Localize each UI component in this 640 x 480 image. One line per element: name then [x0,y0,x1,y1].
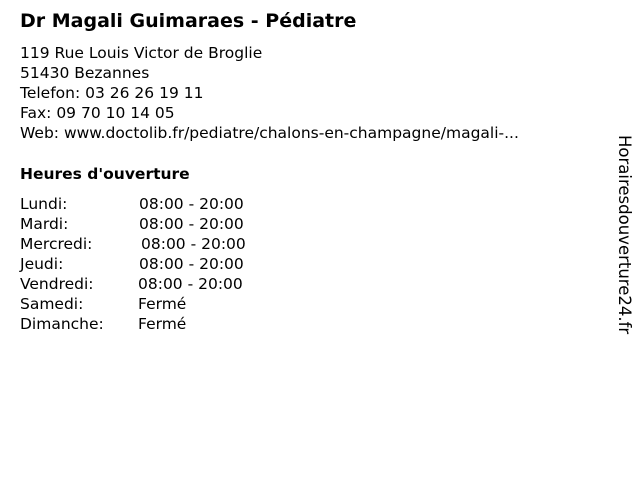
day-label: Samedi: [20,295,84,313]
day-label: Jeudi: [20,255,64,273]
time-value: 08:00 - 20:00 [139,195,244,213]
time-value: Fermé [138,315,187,333]
address-city: 51430 Bezannes [20,64,150,82]
day-label: Mardi: [20,215,69,233]
address-street: 119 Rue Louis Victor de Broglie [20,44,263,62]
time-value: 08:00 - 20:00 [139,255,244,273]
day-label: Lundi: [20,195,68,213]
day-label: Mercredi: [20,235,93,253]
page-title: Dr Magali Guimaraes - Pédiatre [20,10,357,32]
time-value: 08:00 - 20:00 [139,215,244,233]
time-value: Fermé [138,295,187,313]
brand-watermark: Horairesdouverture24.fr [615,135,634,335]
time-value: 08:00 - 20:00 [141,235,246,253]
phone: Telefon: 03 26 26 19 11 [20,84,204,102]
time-value: 08:00 - 20:00 [138,275,243,293]
day-label: Dimanche: [20,315,104,333]
day-label: Vendredi: [20,275,94,293]
web-link[interactable]: Web: www.doctolib.fr/pediatre/chalons-en… [20,124,519,142]
contact-info: 119 Rue Louis Victor de Broglie 51430 Be… [20,43,519,143]
hours-heading: Heures d'ouverture [20,165,190,183]
fax: Fax: 09 70 10 14 05 [20,104,175,122]
